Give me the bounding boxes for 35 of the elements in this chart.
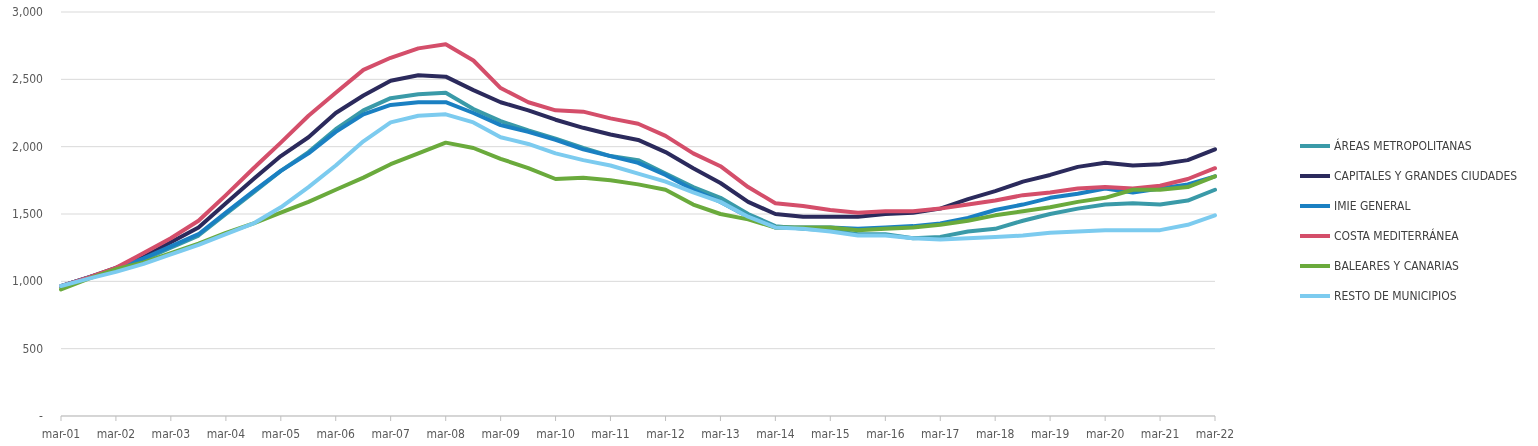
x-tick-label: mar-21 [1140,427,1180,441]
y-tick-label: 2,000 [12,139,44,154]
x-tick-label: mar-22 [1195,427,1235,441]
x-tick-label: mar-18 [975,427,1015,441]
x-tick-label: mar-05 [261,427,301,441]
y-tick-label: 1,000 [12,274,44,289]
legend-label: IMIE GENERAL [1334,199,1411,213]
x-tick-label: mar-17 [921,427,960,441]
x-tick-label: mar-16 [866,427,905,441]
x-tick-label: mar-19 [1030,427,1070,441]
x-tick-label: mar-20 [1085,427,1125,441]
legend-label: ÁREAS METROPOLITANAS [1334,138,1472,153]
x-tick-label: mar-07 [371,427,410,441]
x-tick-label: mar-01 [41,427,81,441]
legend-label: CAPITALES Y GRANDES CIUDADES [1334,169,1518,183]
y-tick-label: 1,500 [12,207,44,221]
x-tick-label: mar-13 [701,427,740,441]
y-tick-label: 2,500 [12,72,44,87]
legend-label: COSTA MEDITERRÁNEA [1334,228,1460,243]
y-tick-label: 3,000 [12,5,44,19]
legend-label: BALEARES Y CANARIAS [1334,259,1460,273]
x-tick-label: mar-04 [206,427,246,441]
x-tick-label: mar-08 [426,427,466,441]
x-tick-label: mar-10 [536,427,575,441]
legend-label: RESTO DE MUNICIPIOS [1334,289,1457,303]
x-tick-label: mar-09 [481,427,520,441]
y-tick-label: 500 [22,341,44,356]
x-tick-label: mar-15 [811,427,850,441]
x-tick-label: mar-14 [756,427,795,441]
x-tick-label: mar-06 [316,427,356,441]
x-tick-label: mar-12 [646,427,685,441]
x-tick-label: mar-11 [591,427,630,441]
x-tick-label: mar-02 [96,427,136,441]
y-tick-label: - [39,409,44,423]
x-tick-label: mar-03 [151,427,191,441]
